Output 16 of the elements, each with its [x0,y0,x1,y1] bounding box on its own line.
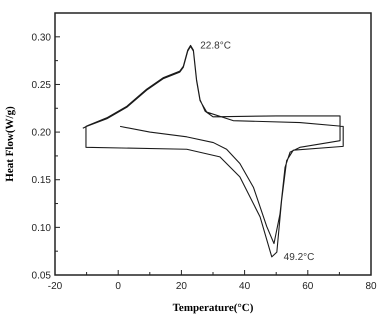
y-tick-label: 0.25 [32,80,52,91]
y-tick-label: 0.20 [32,128,52,139]
annotation: 49.2°C [284,252,314,263]
x-tick-label: 80 [365,281,377,292]
x-tick-label: 20 [176,281,188,292]
x-tick-label: -20 [48,281,63,292]
y-tick-label: 0.15 [32,175,52,186]
y-tick-label: 0.10 [32,222,52,234]
x-tick-label: 60 [302,281,314,292]
annotation: 22.8°C [200,40,231,52]
y-axis-title: Heat Flow(W/g) [4,106,16,182]
x-tick-label: 0 [115,281,122,292]
y-tick-label: 0.05 [32,270,52,282]
x-tick-label: 40 [239,281,251,292]
y-tick-label: 0.30 [32,32,52,44]
x-axis-title: Temperature(°C) [172,302,254,314]
